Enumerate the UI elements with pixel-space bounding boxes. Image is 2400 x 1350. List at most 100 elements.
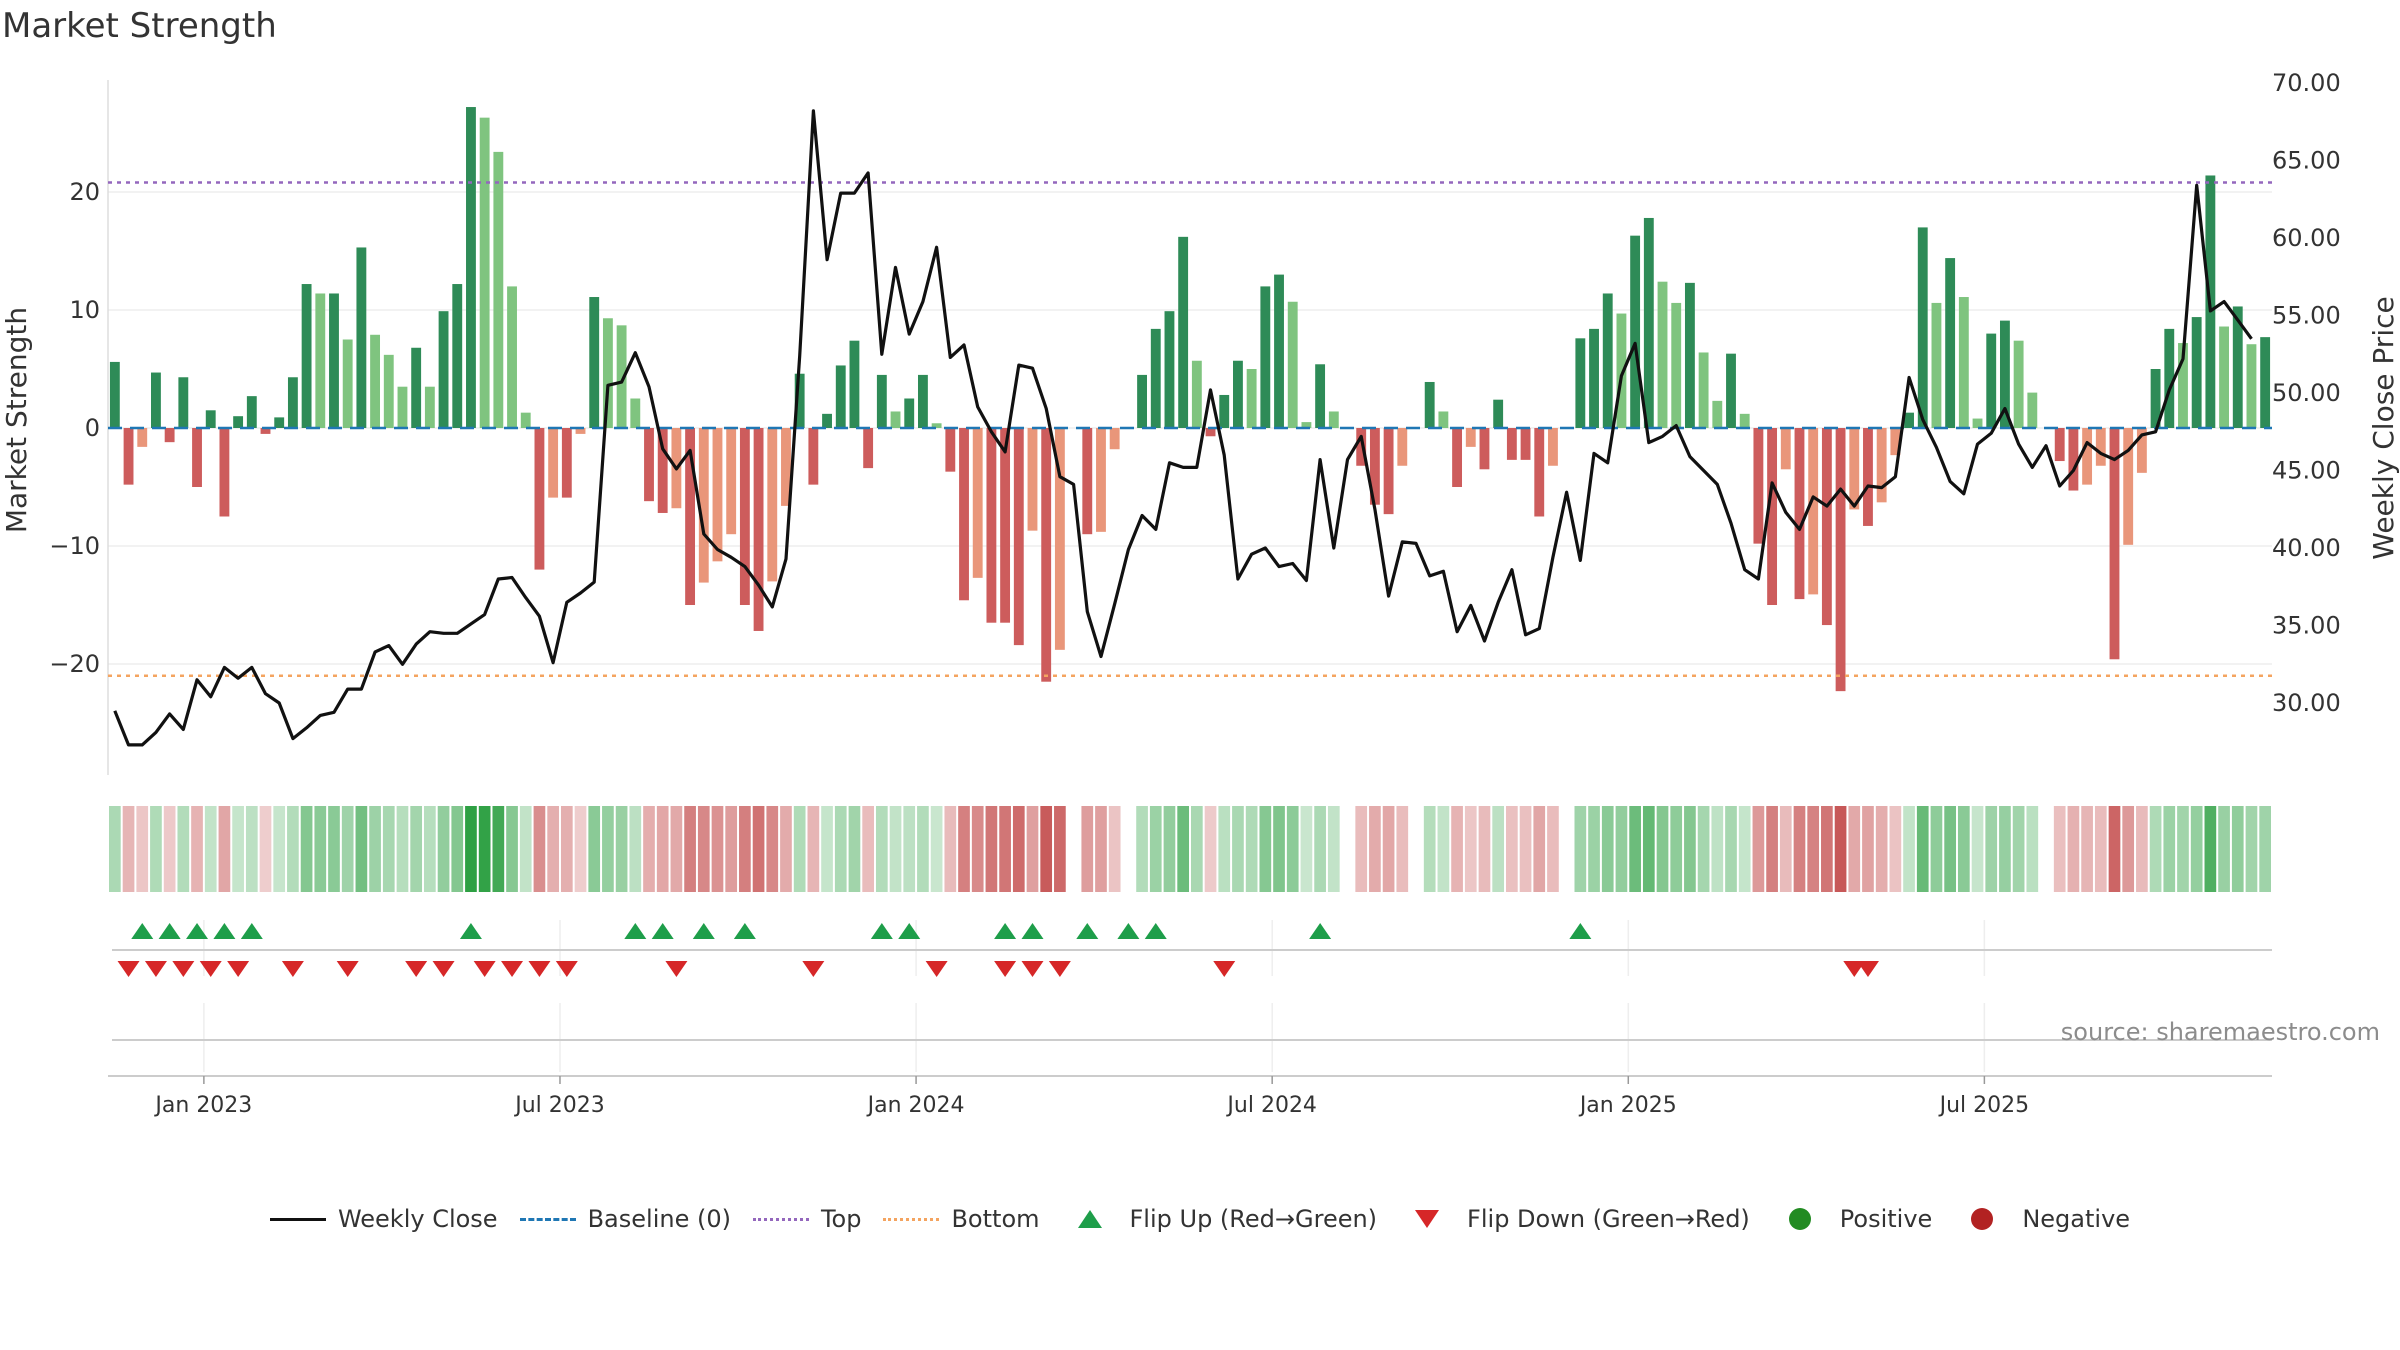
strength-bar-negative	[575, 428, 586, 434]
heat-cell	[1259, 806, 1272, 892]
flip-down-marker	[1048, 961, 1071, 977]
heat-cell	[1273, 806, 1285, 892]
flip-down-triangle-icon	[1415, 1210, 1440, 1228]
strength-bar-positive	[1178, 236, 1189, 428]
heat-cell	[1478, 806, 1491, 892]
flip-down-marker	[501, 961, 524, 977]
strength-bar-negative	[1780, 428, 1791, 470]
flip-up-marker	[1076, 923, 1099, 939]
flip-up-marker	[1021, 923, 1044, 939]
heat-cell	[2149, 806, 2162, 892]
heat-cell	[615, 806, 628, 892]
strength-bar-positive	[1671, 302, 1682, 428]
heat-cell	[1355, 806, 1368, 892]
legend-flip-up-label: Flip Up (Red→Green)	[1129, 1205, 1378, 1233]
heat-cell	[2177, 806, 2189, 892]
heat-cell	[547, 806, 559, 892]
strength-bar-positive	[876, 374, 887, 428]
strength-bar-positive	[2164, 328, 2175, 428]
strength-bar-positive	[1712, 400, 1723, 428]
heat-cell	[1725, 806, 1737, 892]
strength-bar-positive	[1904, 412, 1914, 428]
heat-cell	[1588, 806, 1600, 892]
heat-cell	[1875, 806, 1888, 892]
strength-bar-positive	[1246, 369, 1257, 428]
strength-bar-positive	[301, 284, 312, 428]
heat-cell	[109, 806, 121, 892]
strength-bar-positive	[2150, 369, 2161, 428]
strength-bar-negative	[945, 428, 956, 472]
heat-cell	[451, 806, 464, 892]
strength-bar-negative	[2054, 428, 2065, 462]
heat-cell	[1081, 806, 1094, 892]
heat-cell	[1848, 806, 1861, 892]
strength-bar-positive	[1219, 394, 1230, 428]
heat-cell	[834, 806, 847, 892]
strength-bar-positive	[931, 423, 942, 428]
heat-cell	[1684, 806, 1696, 892]
flip-up-marker	[186, 923, 209, 939]
flip-down-marker	[227, 961, 250, 977]
flip-up-triangle-icon	[1077, 1210, 1102, 1228]
heat-cell	[1629, 806, 1641, 892]
legend-weekly-close: Weekly Close	[269, 1205, 498, 1233]
strength-bar-positive	[370, 334, 381, 428]
x-tick-label: Jan 2024	[866, 1093, 965, 1118]
heat-cell	[1999, 806, 2011, 892]
heat-cell	[1971, 806, 1984, 892]
heat-cell	[889, 806, 902, 892]
strength-bar-negative	[808, 428, 819, 485]
heat-cell	[478, 806, 491, 892]
legend-weekly-close-label: Weekly Close	[337, 1205, 498, 1233]
strength-bar-positive	[1150, 328, 1161, 428]
source-label: source: sharemaestro.com	[2061, 1018, 2380, 1046]
heat-cell	[1163, 806, 1176, 892]
heat-cell	[1396, 806, 1409, 892]
legend-flip-up: Flip Up (Red→Green)	[1062, 1205, 1378, 1233]
heat-cell	[574, 806, 587, 892]
strength-bar-negative	[1096, 428, 1106, 532]
flip-up-marker	[624, 923, 647, 939]
heat-cell	[136, 806, 149, 892]
strength-bar-positive	[466, 107, 476, 428]
strength-bar-positive	[274, 417, 285, 428]
flip-down-marker	[281, 961, 304, 977]
heat-cell	[259, 806, 272, 892]
heat-cell	[2067, 806, 2080, 892]
flip-down-marker	[555, 961, 578, 977]
strength-bar-positive	[835, 365, 846, 428]
strength-bar-negative	[1397, 428, 1408, 466]
strength-bar-negative	[1534, 428, 1545, 517]
strength-bar-negative	[2095, 428, 2106, 466]
empty-panel	[108, 1003, 2272, 1077]
heat-cell	[1752, 806, 1765, 892]
x-tick-label: Jan 2025	[1578, 1093, 1677, 1118]
strength-bar-negative	[1383, 428, 1394, 515]
strength-bar-negative	[1479, 428, 1490, 470]
strength-bar-negative	[1808, 428, 1819, 595]
chart-title: Market Strength	[2, 6, 277, 46]
heat-cell	[1697, 806, 1710, 892]
strength-bar-positive	[917, 374, 928, 428]
heat-cell	[944, 806, 957, 892]
heat-cell	[424, 806, 436, 892]
heat-cell	[1341, 806, 1354, 892]
heat-cell	[204, 806, 217, 892]
heat-cell	[1191, 806, 1203, 892]
heat-cell	[739, 806, 751, 892]
strength-bar-positive	[479, 117, 490, 428]
strength-bar-positive	[2260, 337, 2271, 428]
strength-bar-positive	[630, 398, 641, 428]
heat-cell	[122, 806, 135, 892]
heat-cell	[1985, 806, 1998, 892]
left-tick-label: −20	[49, 650, 100, 678]
heat-cell	[437, 806, 450, 892]
flip-up-marker	[240, 923, 263, 939]
heat-cell	[300, 806, 313, 892]
strength-bar-negative	[561, 428, 572, 498]
heat-cell	[725, 806, 738, 892]
strength-bar-positive	[1726, 353, 1736, 428]
heat-cell	[971, 806, 984, 892]
flip-up-marker	[213, 923, 236, 939]
